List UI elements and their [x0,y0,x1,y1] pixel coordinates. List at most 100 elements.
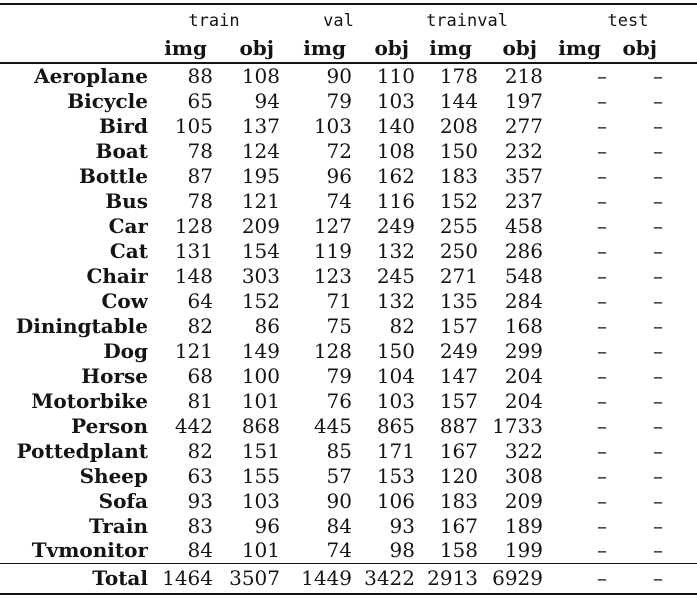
total-label: Total [92,566,148,591]
cell: 84 [187,538,213,563]
table-row: Sheep 63 155 57 153 120 308 – – [0,463,697,488]
row-spacer [663,163,697,188]
cell: – [653,338,664,363]
row-label: Bus [105,188,148,213]
cell: 357 [504,163,544,188]
total-cell-trainval-img: 2913 [427,566,478,591]
cell: 199 [504,538,544,563]
cell: 153 [376,463,415,488]
table-row: Train 83 96 84 93 167 189 – – [0,513,697,538]
cell: 178 [439,64,478,88]
cell: 103 [313,113,352,138]
row-spacer [663,313,697,338]
cell: – [653,213,664,238]
cell: 167 [439,513,478,538]
cell: 150 [376,338,415,363]
cell: – [597,438,608,463]
cell: – [653,388,664,413]
group-header-train: train [188,10,240,31]
cell: – [653,313,664,338]
table-row: Horse 68 100 79 104 147 204 – – [0,363,697,388]
cell: 887 [439,413,478,438]
cell: – [653,113,664,138]
row-label: Diningtable [15,313,148,338]
corner-cell [0,36,148,63]
row-spacer [663,438,697,463]
col-header-test-img: img [558,36,602,60]
cell: 72 [326,138,352,163]
table-row: Bottle 87 195 96 162 183 357 – – [0,163,697,188]
cell: 93 [187,488,213,513]
cell: 82 [389,313,415,338]
row-label: Bird [98,113,148,138]
row-spacer [663,513,697,538]
row-spacer [663,88,697,113]
row-spacer [663,238,697,263]
cell: 121 [174,338,213,363]
cell: 96 [326,163,352,188]
cell: 120 [439,463,478,488]
group-header-val: val [323,10,354,31]
table-row: Sofa 93 103 90 106 183 209 – – [0,488,697,513]
table-row: Bicycle 65 94 79 103 144 197 – – [0,88,697,113]
cell: – [597,163,608,188]
total-cell-test-obj: – [653,566,664,591]
cell: 106 [376,488,415,513]
cell: 299 [504,338,544,363]
row-label: Train [88,513,148,538]
row-spacer [663,388,697,413]
cell: 218 [504,64,544,88]
cell: 148 [174,263,213,288]
header-spacer [663,4,697,36]
cell: – [653,138,664,163]
cell: – [597,388,608,413]
group-header-test: test [607,10,649,31]
cell: 82 [187,438,213,463]
cell: 1733 [492,413,544,438]
cell: 137 [241,113,280,138]
cell: 151 [241,438,280,463]
cell: – [653,438,664,463]
cell: 255 [439,213,478,238]
cell: 105 [174,113,213,138]
row-label: Sheep [79,463,148,488]
cell: 100 [241,363,280,388]
cell: 83 [187,513,213,538]
cell: – [597,538,608,563]
cell: – [597,238,608,263]
cell: 189 [504,513,544,538]
row-label: Cat [109,238,148,263]
cell: – [597,313,608,338]
cell: 121 [241,188,280,213]
col-header-train-img: img [164,36,207,60]
cell: – [653,463,664,488]
cell: 101 [241,388,280,413]
cell: – [653,538,664,563]
cell: – [597,338,608,363]
cell: – [653,363,664,388]
cell: 74 [326,188,352,213]
table-row: Aeroplane 88 108 90 110 178 218 – – [0,63,697,88]
cell: 103 [376,388,415,413]
row-spacer [663,263,697,288]
cell: – [653,513,664,538]
cell: 152 [241,288,280,313]
cell: 86 [254,313,280,338]
cell: – [597,413,608,438]
cell: 78 [187,188,213,213]
group-header-trainval: trainval [426,10,508,31]
cell: 124 [241,138,280,163]
cell: 149 [241,338,280,363]
cell: 150 [439,138,478,163]
table-row: Bird 105 137 103 140 208 277 – – [0,113,697,138]
cell: 57 [326,463,352,488]
cell: 128 [313,338,352,363]
cell: – [653,488,664,513]
row-label: Person [71,413,148,438]
row-label: Sofa [98,488,148,513]
cell: – [653,88,664,113]
cell: – [597,263,608,288]
row-label: Chair [86,263,148,288]
cell: 868 [241,413,280,438]
